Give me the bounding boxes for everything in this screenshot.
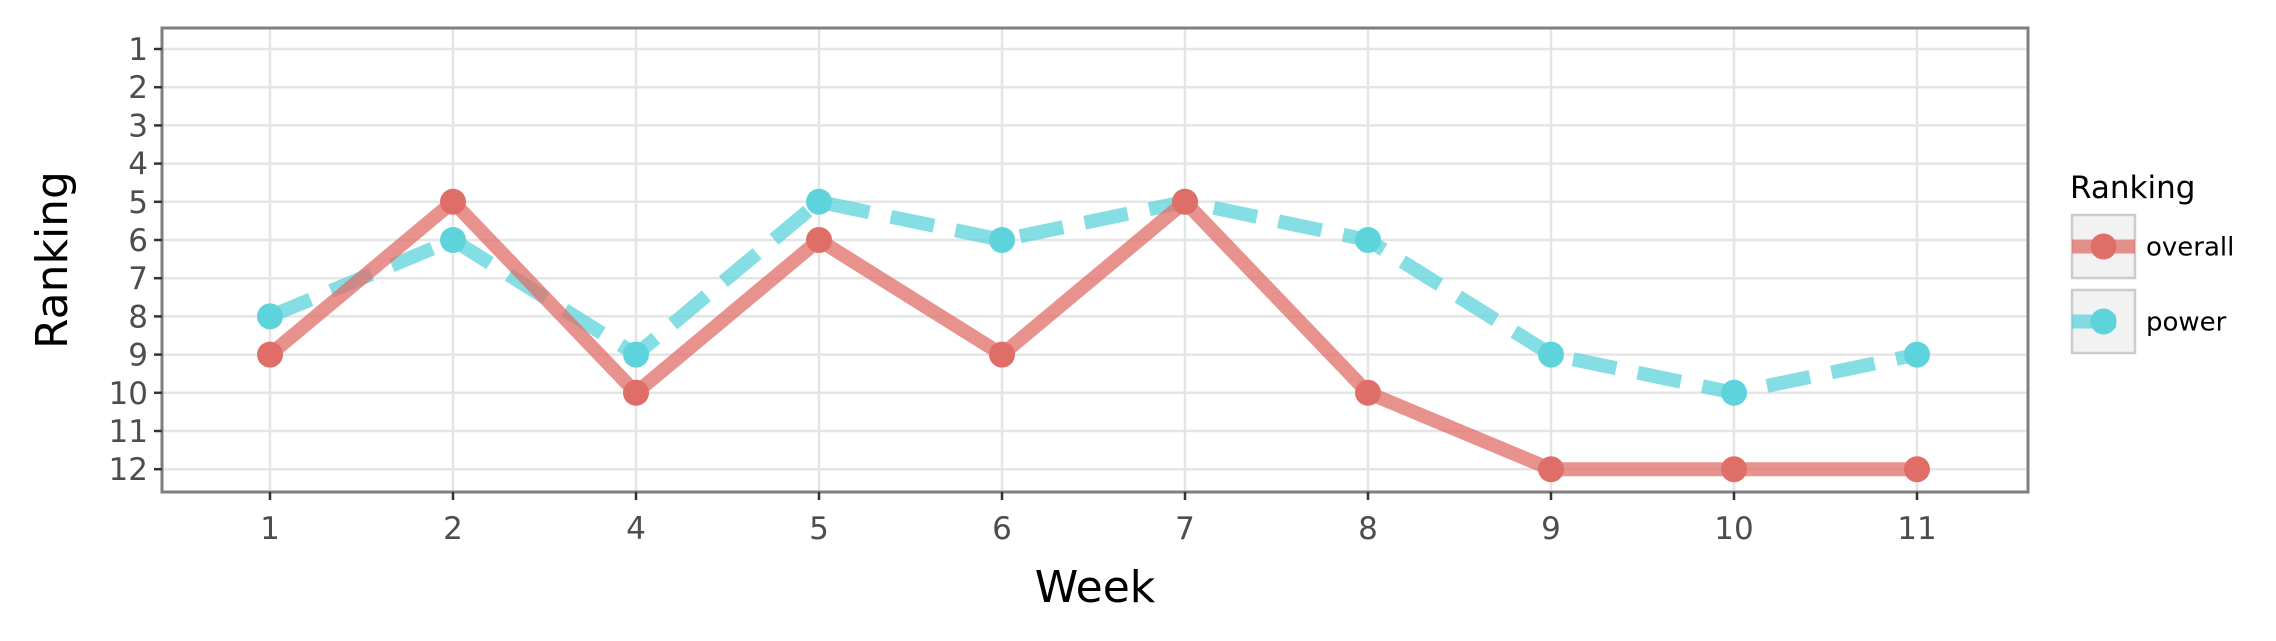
- y-tick-label: 6: [128, 223, 148, 259]
- data-point-overall: [257, 341, 283, 368]
- x-tick-label: 9: [1541, 511, 1561, 547]
- y-tick-label: 10: [109, 376, 148, 412]
- data-point-overall: [440, 188, 466, 215]
- y-tick-label: 3: [128, 108, 148, 144]
- data-point-power: [989, 227, 1015, 253]
- x-tick-label: 11: [1897, 511, 1936, 547]
- y-tick-label: 8: [128, 299, 148, 335]
- data-point-overall: [989, 341, 1015, 368]
- y-tick-label: 11: [109, 414, 148, 450]
- legend-key-power: [2070, 288, 2137, 355]
- x-tick-label: 5: [809, 511, 829, 547]
- data-point-power: [1904, 341, 1930, 368]
- y-tick-label: 12: [109, 452, 148, 488]
- data-point-overall: [1904, 456, 1930, 483]
- legend: Ranking overall power: [2070, 170, 2234, 355]
- series-layer: [257, 188, 1930, 483]
- data-point-power: [1355, 227, 1381, 253]
- legend-title: Ranking: [2070, 170, 2195, 206]
- legend-label-power: power: [2146, 308, 2227, 338]
- legend-key-overall: [2070, 213, 2137, 280]
- data-point-overall: [1355, 379, 1381, 406]
- x-tick-label: 7: [1175, 511, 1195, 547]
- x-tick-label: 1: [260, 511, 280, 547]
- data-point-overall: [1721, 456, 1747, 483]
- data-point-power: [806, 188, 832, 215]
- data-point-overall: [623, 379, 649, 406]
- panel-border: [160, 26, 2030, 494]
- y-tick-label: 1: [128, 32, 148, 68]
- data-point-power: [1538, 341, 1564, 368]
- y-tick-label: 2: [128, 70, 148, 106]
- x-tick-label: 10: [1714, 511, 1753, 547]
- x-tick-label: 6: [992, 511, 1012, 547]
- x-axis: 1 2 4 5 6 7 8 9 10 11: [260, 492, 1937, 547]
- data-point-power: [257, 303, 283, 330]
- x-tick-label: 4: [626, 511, 646, 547]
- y-tick-label: 7: [128, 261, 148, 297]
- y-tick-label: 4: [128, 147, 148, 183]
- legend-label-overall: overall: [2146, 233, 2234, 263]
- y-tick-label: 9: [128, 338, 148, 374]
- y-axis-title: Ranking: [27, 171, 78, 349]
- series-line-overall: [265, 194, 1917, 477]
- x-axis-title: Week: [1035, 562, 1156, 613]
- data-point-power: [440, 227, 466, 253]
- data-point-overall: [1538, 456, 1564, 483]
- y-tick-label: 5: [128, 185, 148, 221]
- x-tick-label: 2: [443, 511, 463, 547]
- data-point-power: [623, 341, 649, 368]
- x-tick-label: 8: [1358, 511, 1378, 547]
- data-point-power: [1721, 379, 1747, 406]
- data-point-overall: [806, 227, 832, 253]
- data-point-overall: [1172, 188, 1198, 215]
